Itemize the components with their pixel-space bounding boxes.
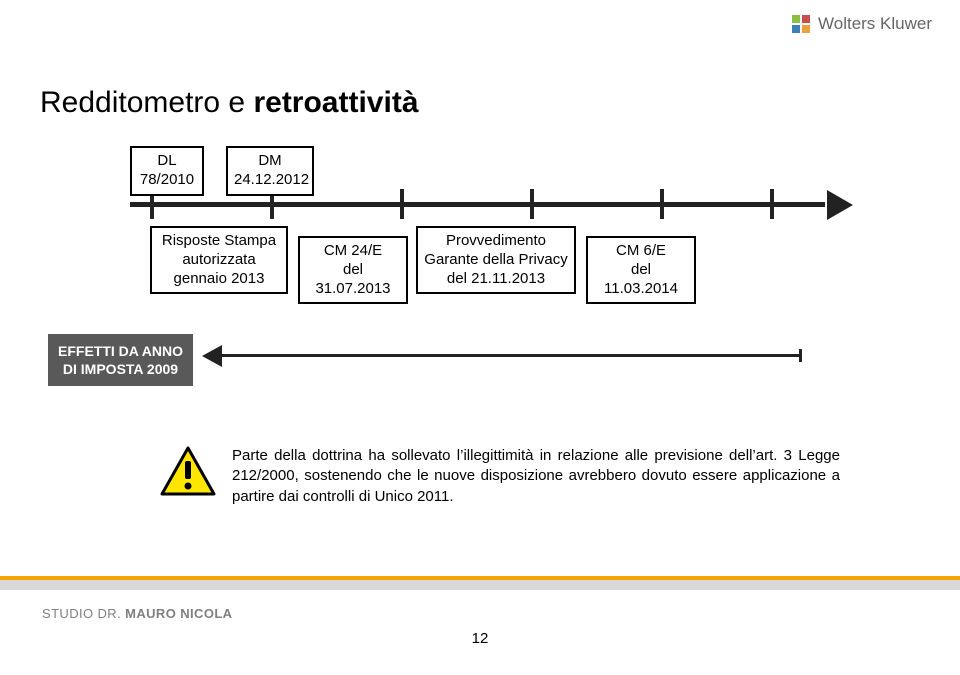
warning-text: Parte della dottrina ha sollevato l’ille… (232, 446, 840, 507)
timeline-box-top-0-line1: 78/2010 (138, 171, 196, 190)
brand: Wolters Kluwer (792, 14, 932, 34)
timeline-box-bottom-0-line2: gennaio 2013 (158, 270, 280, 289)
footer-author: STUDIO DR. MAURO NICOLA (42, 606, 232, 621)
page-title: Redditometro e retroattività (40, 86, 419, 120)
back-arrow-endcap (799, 349, 802, 362)
brand-logo-icon (792, 15, 810, 33)
timeline (130, 194, 850, 216)
timeline-box-bottom-2: ProvvedimentoGarante della Privacydel 21… (416, 226, 576, 294)
timeline-box-bottom-1-line0: CM 24/E (306, 242, 400, 261)
timeline-box-bottom-0: Risposte Stampaautorizzatagennaio 2013 (150, 226, 288, 294)
timeline-box-bottom-3: CM 6/Edel 11.03.2014 (586, 236, 696, 304)
warning-icon (160, 446, 216, 501)
timeline-tick (770, 189, 774, 219)
footer-name: MAURO NICOLA (125, 606, 232, 621)
timeline-box-top-1-line1: 24.12.2012 (234, 171, 306, 190)
timeline-line (130, 202, 825, 207)
timeline-arrowhead-icon (827, 190, 853, 220)
timeline-box-top-1: DM24.12.2012 (226, 146, 314, 196)
effects-line2: DI IMPOSTA 2009 (58, 360, 183, 378)
timeline-box-bottom-0-line1: autorizzata (158, 251, 280, 270)
timeline-box-bottom-0-line0: Risposte Stampa (158, 232, 280, 251)
effects-line1: EFFETTI DA ANNO (58, 342, 183, 360)
title-plain: Redditometro e (40, 86, 253, 119)
timeline-box-bottom-1: CM 24/Edel 31.07.2013 (298, 236, 408, 304)
timeline-tick (530, 189, 534, 219)
timeline-box-top-1-line0: DM (234, 152, 306, 171)
timeline-box-bottom-2-line2: del 21.11.2013 (424, 270, 568, 289)
footer-studio: STUDIO DR. (42, 606, 125, 621)
back-arrow (202, 348, 802, 364)
timeline-tick (660, 189, 664, 219)
back-arrow-line (222, 354, 802, 357)
timeline-box-top-0: DL78/2010 (130, 146, 204, 196)
timeline-box-bottom-2-line1: Garante della Privacy (424, 251, 568, 270)
page-number: 12 (472, 630, 489, 647)
title-bold: retroattività (253, 86, 418, 119)
effects-label: EFFETTI DA ANNO DI IMPOSTA 2009 (48, 334, 193, 386)
footer-band-grey (0, 580, 960, 590)
timeline-box-bottom-3-line1: del 11.03.2014 (594, 261, 688, 299)
timeline-box-top-0-line0: DL (138, 152, 196, 171)
brand-name: Wolters Kluwer (818, 14, 932, 34)
warning-row: Parte della dottrina ha sollevato l’ille… (160, 446, 840, 507)
back-arrowhead-icon (202, 345, 222, 367)
timeline-box-bottom-1-line1: del 31.07.2013 (306, 261, 400, 299)
timeline-box-bottom-3-line0: CM 6/E (594, 242, 688, 261)
timeline-box-bottom-2-line0: Provvedimento (424, 232, 568, 251)
timeline-tick (400, 189, 404, 219)
